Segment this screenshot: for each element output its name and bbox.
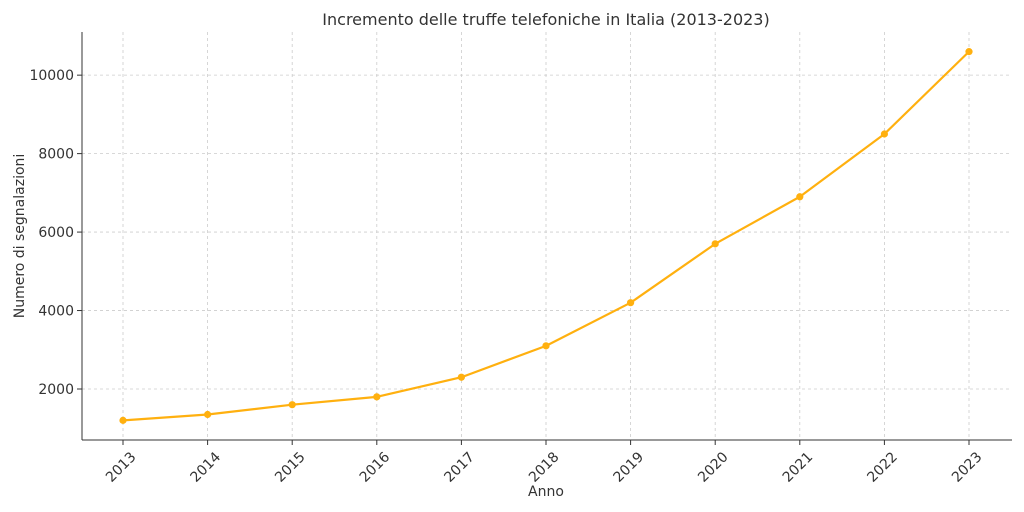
axes: [81, 32, 1012, 441]
series-layer: [119, 48, 973, 424]
data-point: [542, 342, 550, 350]
data-point: [457, 373, 465, 381]
data-point: [965, 48, 973, 56]
y-tick-label: 10000: [29, 68, 74, 84]
x-tick-label: 2021: [780, 449, 817, 486]
y-tick-label: 8000: [38, 147, 74, 163]
data-point: [119, 416, 127, 424]
x-tick-label: 2019: [611, 449, 648, 486]
x-ticks: 2013 2014 2015 2016 2017 2018 2019 2020 2021 2022…: [103, 440, 986, 486]
x-axis-label: Anno: [528, 484, 564, 500]
y-ticks: 2000 4000 6000 8000 10000: [29, 68, 82, 398]
y-axis-label: Numero di segnalazioni: [12, 154, 28, 319]
x-tick-label: 2013: [103, 449, 140, 486]
data-point: [627, 299, 635, 307]
data-point: [288, 401, 296, 409]
x-tick-label: 2022: [864, 449, 901, 486]
x-tick-label: 2018: [526, 449, 563, 486]
x-tick-label: 2016: [357, 449, 394, 486]
data-point: [880, 130, 889, 138]
x-tick-label: 2020: [695, 449, 732, 486]
data-point: [373, 393, 381, 401]
data-point: [204, 410, 212, 419]
data-point: [796, 193, 804, 201]
gridlines: [82, 32, 1012, 440]
x-tick-label: 2014: [188, 449, 225, 486]
chart-title: Incremento delle truffe telefoniche in I…: [322, 10, 769, 29]
x-tick-label: 2015: [272, 449, 309, 486]
x-tick-label: 2023: [949, 449, 986, 486]
x-tick-label: 2017: [441, 449, 478, 486]
y-tick-label: 6000: [38, 225, 74, 241]
y-tick-label: 4000: [38, 304, 74, 320]
y-tick-label: 2000: [38, 382, 74, 398]
data-point: [711, 240, 719, 248]
